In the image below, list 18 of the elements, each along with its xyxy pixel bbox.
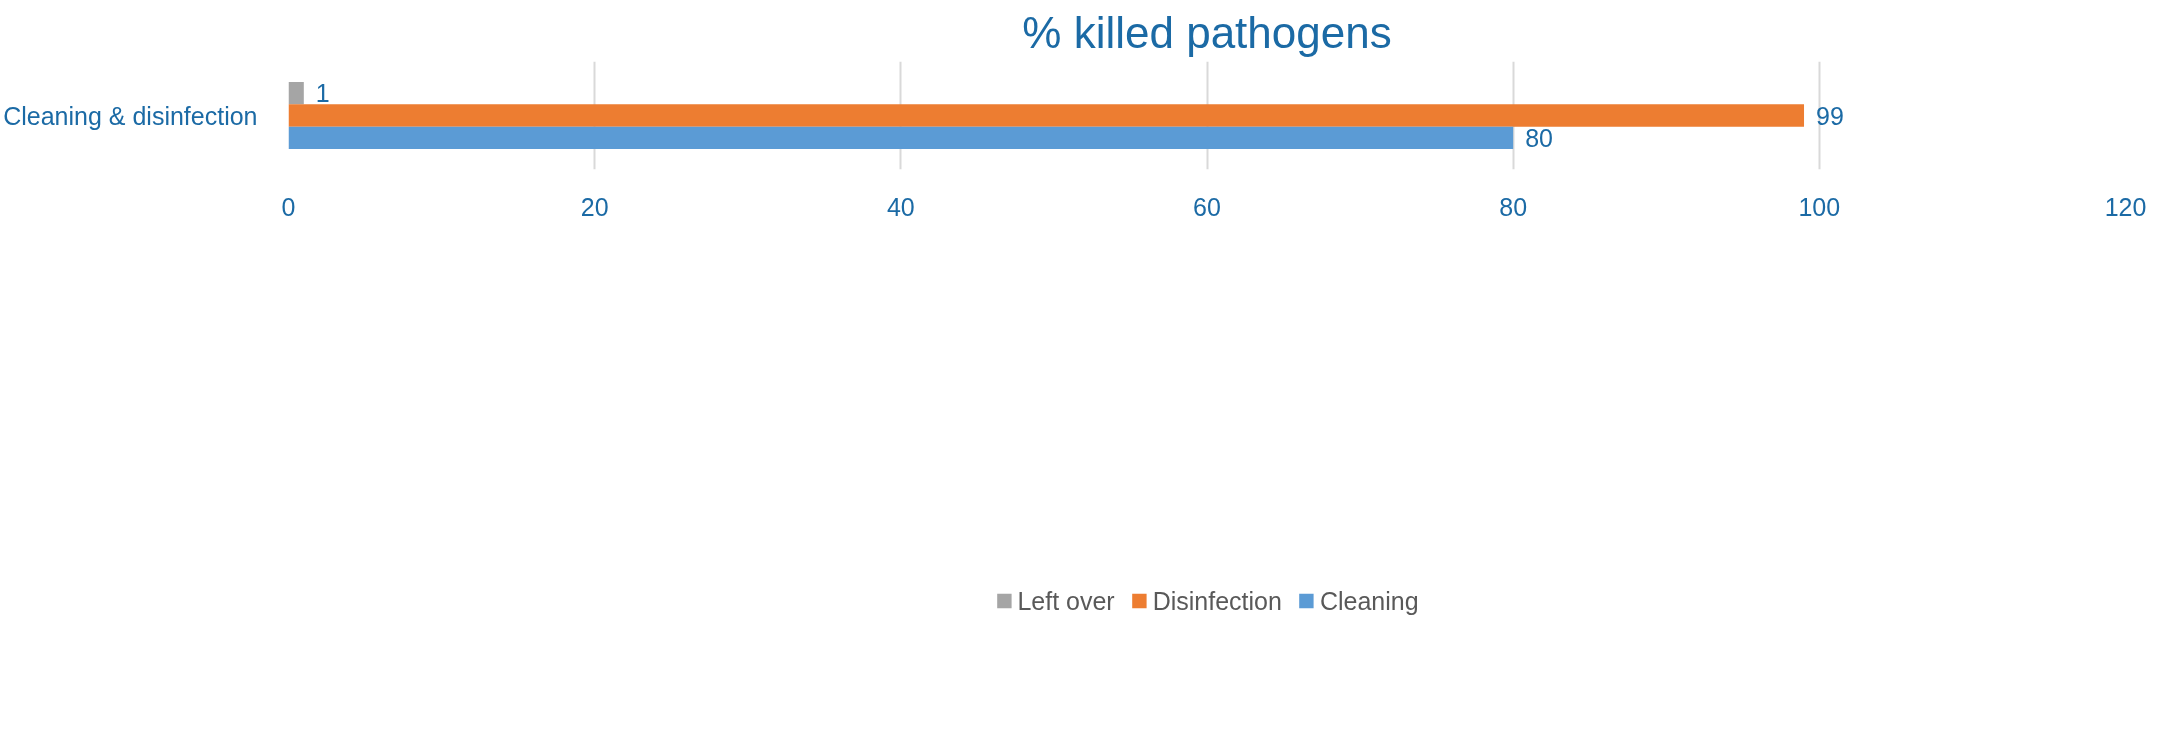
x-tick-label: 100 xyxy=(1798,192,1841,221)
legend-label: Cleaning xyxy=(1319,586,1419,616)
x-tick-label: 20 xyxy=(580,192,609,221)
y-tick-label: Cleaning & disinfection xyxy=(3,101,258,130)
legend-label: Left over xyxy=(1017,586,1115,616)
x-tick-label: 80 xyxy=(1499,192,1528,221)
data-label: 99 xyxy=(1816,101,1844,130)
data-label: 1 xyxy=(315,79,330,108)
x-tick-label: 60 xyxy=(1193,192,1221,221)
x-tick-label: 120 xyxy=(2104,192,2147,221)
legend-label: Disinfection xyxy=(1152,586,1282,616)
x-tick-label: 0 xyxy=(281,192,296,221)
bar xyxy=(288,126,1514,149)
chart-title: % killed pathogens xyxy=(1022,7,1392,57)
x-tick-label: 40 xyxy=(886,192,915,221)
bar xyxy=(288,82,304,105)
bar xyxy=(288,104,1805,127)
data-label: 80 xyxy=(1525,123,1553,152)
